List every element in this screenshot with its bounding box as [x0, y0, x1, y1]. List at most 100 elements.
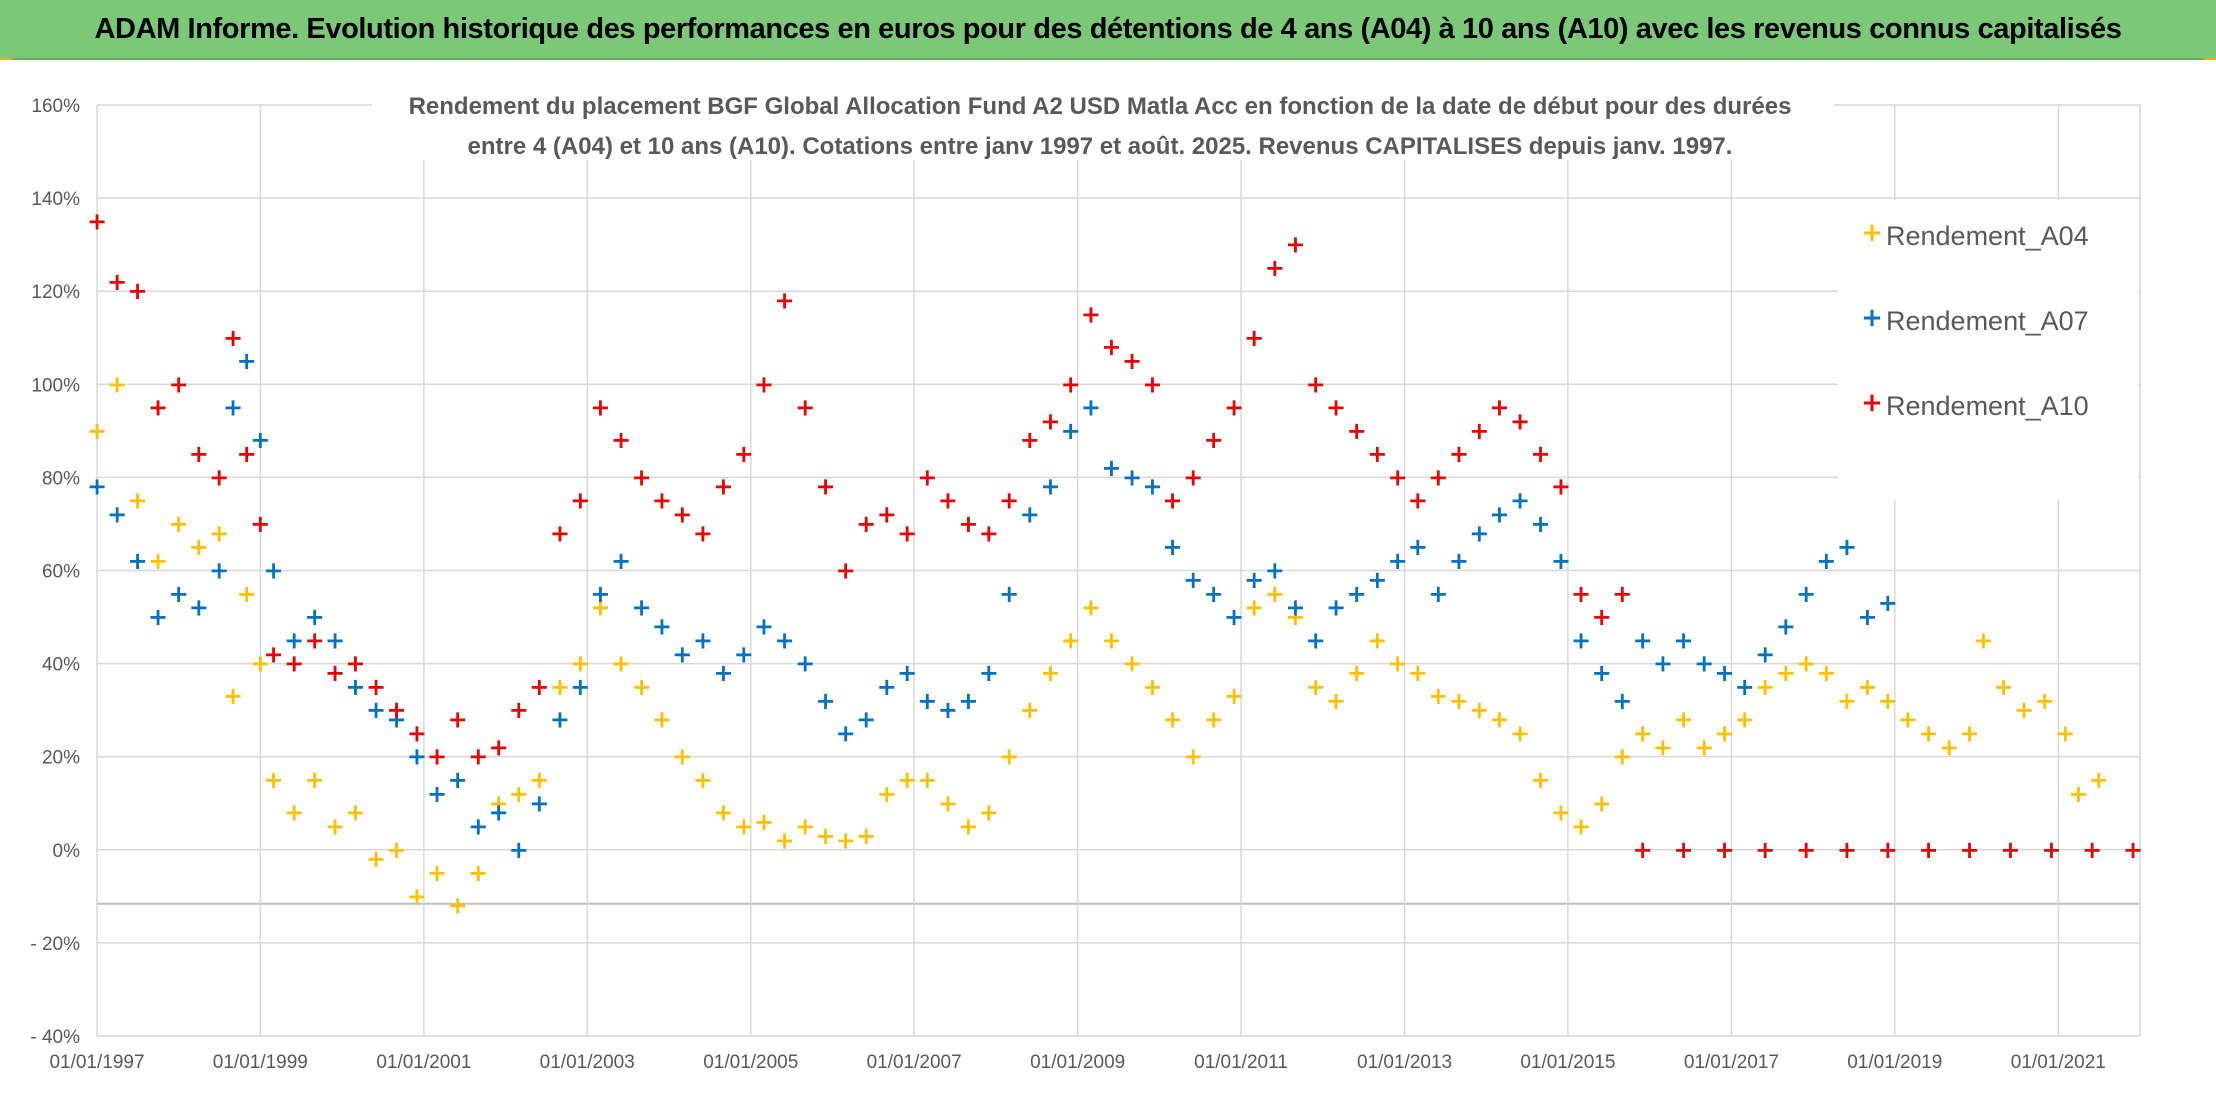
legend-label-a10: Rendement_A10 [1886, 391, 2089, 421]
data-point: + [148, 394, 168, 422]
data-point: + [107, 370, 127, 398]
x-tick-label: 01/01/2011 [1194, 1052, 1288, 1073]
data-point: + [1265, 254, 1285, 282]
x-tick-label: 01/01/2003 [540, 1052, 635, 1073]
y-tick-label: - 40% [30, 1027, 80, 1048]
data-point: + [1612, 580, 1632, 608]
data-point: + [407, 743, 427, 771]
data-point: + [917, 766, 937, 794]
series-rendement-a04: ++++++ ++++++++ ++ ++++++ + ++++++++++ + ++ + + + +… [87, 370, 2109, 919]
data-point: + [1653, 650, 1673, 678]
legend: + Rendement_A04 + Rendement_A07 + Rendem… [1838, 200, 2138, 500]
y-tick-label: 140% [31, 189, 80, 210]
subtitle-backdrop [372, 84, 1834, 160]
data-point: + [1469, 696, 1489, 724]
data-point: + [1714, 659, 1734, 687]
data-point: + [1469, 519, 1489, 547]
data-point: + [877, 501, 897, 529]
data-point: + [1694, 650, 1714, 678]
data-point: + [489, 789, 509, 817]
data-point: + [127, 277, 147, 305]
data-point: + [570, 673, 590, 701]
data-point: + [570, 487, 590, 515]
data-point: + [1755, 640, 1775, 668]
data-point: + [1020, 426, 1040, 454]
data-point: + [325, 626, 345, 654]
data-point: + [632, 594, 652, 622]
data-point: + [1571, 626, 1591, 654]
data-point: + [897, 519, 917, 547]
data-point: + [815, 687, 835, 715]
data-point: + [693, 519, 713, 547]
data-point: + [672, 743, 692, 771]
data-point: + [1510, 408, 1530, 436]
y-tick-label: 0% [53, 841, 81, 862]
data-point: + [305, 626, 325, 654]
data-point: + [570, 650, 590, 678]
data-point: + [529, 789, 549, 817]
data-point: + [1142, 673, 1162, 701]
legend-marker-a04: + [1861, 218, 1883, 248]
data-point: + [1796, 836, 1816, 864]
data-point: + [734, 813, 754, 841]
data-point: + [169, 370, 189, 398]
data-point: + [1796, 650, 1816, 678]
data-point: + [529, 673, 549, 701]
data-point: + [1694, 733, 1714, 761]
x-tick-label: 01/01/1997 [49, 1052, 144, 1073]
data-point: + [1633, 836, 1653, 864]
data-point: + [1428, 580, 1448, 608]
data-point: + [1837, 687, 1857, 715]
data-point: + [856, 705, 876, 733]
data-point: + [1973, 626, 1993, 654]
data-point: + [775, 826, 795, 854]
data-point: + [1408, 533, 1428, 561]
data-point: + [1993, 673, 2013, 701]
data-point: + [958, 510, 978, 538]
data-point: + [1265, 557, 1285, 585]
data-point: + [345, 799, 365, 827]
data-point: + [1306, 370, 1326, 398]
data-point: + [1489, 705, 1509, 733]
x-axis-ticks: 01/01/1997 01/01/1999 01/01/2001 01/01/2003… [49, 1052, 2105, 1073]
data-point: + [1531, 440, 1551, 468]
series-rendement-a07: +++++ +++++++++++ +++ ++ ++++++++++ ++++ ++++ +… [87, 347, 1898, 864]
data-point: + [836, 719, 856, 747]
x-tick-label: 01/01/2009 [1030, 1052, 1125, 1073]
y-tick-label: 20% [42, 748, 80, 769]
data-point: + [237, 440, 257, 468]
data-point: + [1020, 696, 1040, 724]
legend-marker-a07: + [1861, 303, 1883, 333]
data-point: + [1898, 705, 1918, 733]
data-point: + [237, 347, 257, 375]
page-title: ADAM Informe. Evolution historique des p… [94, 12, 2122, 45]
data-point: + [237, 580, 257, 608]
data-point: + [107, 268, 127, 296]
data-point: + [611, 547, 631, 575]
data-point: + [1959, 719, 1979, 747]
data-point: + [489, 733, 509, 761]
data-point: + [897, 766, 917, 794]
data-point: + [1162, 487, 1182, 515]
data-point: + [2000, 836, 2020, 864]
data-point: + [263, 640, 283, 668]
data-point: + [2082, 836, 2102, 864]
data-point: + [169, 580, 189, 608]
data-point: + [284, 650, 304, 678]
data-point: + [148, 547, 168, 575]
legend-backdrop [1838, 200, 2138, 500]
data-point: + [1183, 463, 1203, 491]
x-tick-label: 01/01/1999 [213, 1052, 308, 1073]
data-point: + [917, 463, 937, 491]
data-point: + [509, 696, 529, 724]
data-point: + [1449, 687, 1469, 715]
data-point: + [448, 766, 468, 794]
data-point: + [1306, 626, 1326, 654]
data-point: + [550, 705, 570, 733]
data-point: + [713, 799, 733, 827]
data-point: + [1489, 501, 1509, 529]
data-point: + [1081, 394, 1101, 422]
data-point: + [1449, 547, 1469, 575]
data-point: + [754, 612, 774, 640]
y-tick-label: 80% [42, 468, 80, 489]
